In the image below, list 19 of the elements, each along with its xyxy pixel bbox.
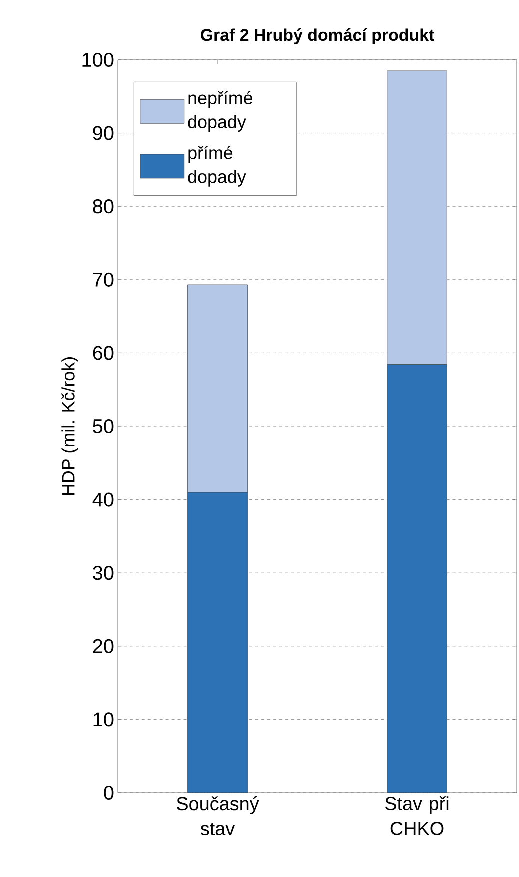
y-tick-label: 100	[82, 52, 114, 68]
x-tick-label: Současný stav	[177, 796, 260, 836]
y-tick-label: 30	[93, 566, 114, 580]
bar	[387, 364, 448, 793]
y-tick-label: 20	[93, 639, 114, 654]
y-tick-label: 60	[93, 346, 114, 360]
legend-label: nepřímé dopady	[188, 91, 253, 132]
y-axis-title: HDP (mil. Kč/rok)	[62, 358, 78, 496]
y-tick-label: 90	[93, 126, 114, 140]
y-tick-label: 40	[92, 492, 114, 507]
y-tick-label: 80	[93, 200, 114, 214]
y-tick-label: 10	[94, 712, 114, 727]
legend-label: přímé dopady	[188, 146, 246, 187]
y-tick-label: 50	[93, 419, 114, 434]
y-tick-label: 0	[104, 786, 114, 800]
bar	[188, 492, 248, 793]
x-tick-label: Stav při CHKO	[386, 796, 449, 836]
y-tick-label: 70	[93, 272, 114, 287]
chart-title: Graf 2 Hrubý domácí produkt	[201, 28, 434, 44]
